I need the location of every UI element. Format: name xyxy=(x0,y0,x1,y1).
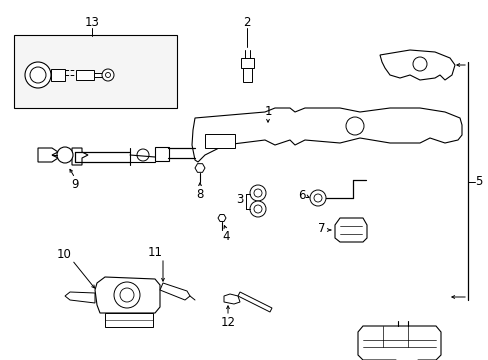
Text: 11: 11 xyxy=(147,246,162,258)
Circle shape xyxy=(249,185,265,201)
Polygon shape xyxy=(72,148,88,165)
Polygon shape xyxy=(65,292,95,303)
Bar xyxy=(14,35,177,108)
Circle shape xyxy=(313,194,321,202)
Polygon shape xyxy=(160,283,190,300)
Text: 2: 2 xyxy=(243,15,250,28)
Text: 6: 6 xyxy=(298,189,305,202)
Text: 1: 1 xyxy=(264,105,271,118)
Circle shape xyxy=(105,72,110,77)
Bar xyxy=(204,134,235,148)
Bar xyxy=(155,147,169,161)
Text: 5: 5 xyxy=(474,175,482,189)
Circle shape xyxy=(309,190,325,206)
Polygon shape xyxy=(224,294,240,304)
Polygon shape xyxy=(38,148,58,162)
Polygon shape xyxy=(192,108,461,162)
Circle shape xyxy=(253,189,262,197)
Circle shape xyxy=(253,205,262,213)
Circle shape xyxy=(57,147,73,163)
Bar xyxy=(105,313,153,327)
Circle shape xyxy=(137,149,149,161)
Text: 10: 10 xyxy=(57,248,71,261)
Bar xyxy=(241,58,253,68)
Circle shape xyxy=(346,117,363,135)
Bar xyxy=(243,68,251,82)
Circle shape xyxy=(114,282,140,308)
Text: 8: 8 xyxy=(196,189,203,202)
Polygon shape xyxy=(334,218,366,242)
Text: 3: 3 xyxy=(236,193,243,207)
Circle shape xyxy=(102,69,114,81)
Text: 9: 9 xyxy=(71,179,79,192)
Text: 7: 7 xyxy=(318,222,325,235)
Polygon shape xyxy=(218,215,225,221)
Bar xyxy=(51,69,65,81)
Polygon shape xyxy=(357,326,440,360)
Bar xyxy=(76,70,94,80)
Polygon shape xyxy=(379,50,454,80)
Text: 13: 13 xyxy=(84,15,99,28)
Circle shape xyxy=(30,67,46,83)
Text: 4: 4 xyxy=(222,230,229,243)
Circle shape xyxy=(412,57,426,71)
Polygon shape xyxy=(238,292,271,312)
Circle shape xyxy=(249,201,265,217)
Bar xyxy=(94,73,104,77)
Polygon shape xyxy=(195,164,204,172)
Circle shape xyxy=(25,62,51,88)
Polygon shape xyxy=(95,277,160,313)
Circle shape xyxy=(120,288,134,302)
Text: 12: 12 xyxy=(220,315,235,328)
